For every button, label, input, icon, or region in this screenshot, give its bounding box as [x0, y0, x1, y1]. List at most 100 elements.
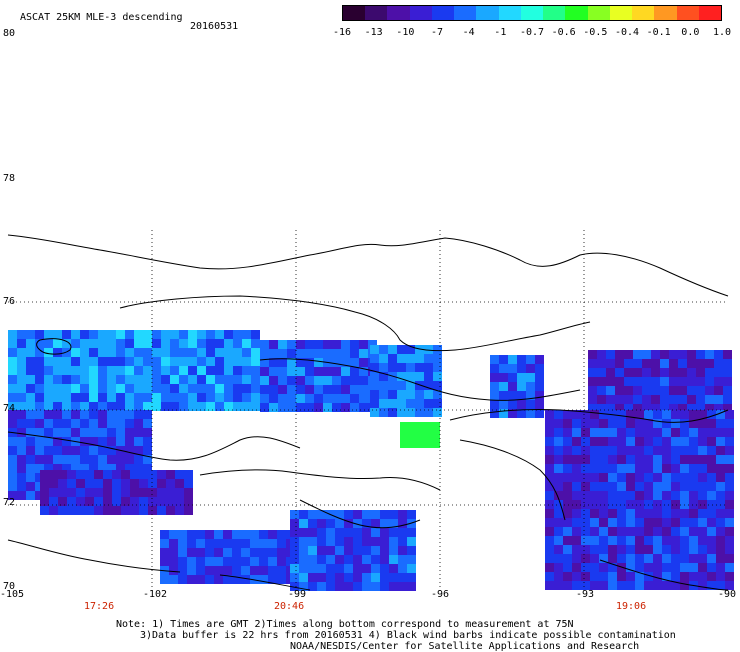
- swath-cell: [716, 482, 725, 491]
- swath-cell: [563, 482, 572, 491]
- swath-cell: [53, 446, 62, 455]
- swath-cell: [653, 428, 662, 437]
- swath-cell: [335, 546, 344, 555]
- swath-cell: [143, 402, 152, 411]
- swath-cell: [26, 393, 35, 402]
- swath-cell: [433, 381, 442, 390]
- swath-cell: [197, 384, 206, 393]
- swath-cell: [260, 385, 269, 394]
- swath-cell: [214, 548, 223, 557]
- swath-cell: [196, 557, 205, 566]
- swath-cell: [94, 479, 103, 488]
- colorbar-label: -1: [494, 27, 507, 38]
- swath-cell: [107, 339, 116, 348]
- swath-cell: [290, 528, 299, 537]
- swath-cell: [545, 473, 554, 482]
- swath-cell: [269, 394, 278, 403]
- swath-cell: [290, 546, 299, 555]
- swath-cell: [407, 573, 416, 582]
- swath-cell: [723, 377, 732, 386]
- swath-cell: [107, 384, 116, 393]
- swath-cell: [572, 581, 581, 590]
- colorbar-label: -4: [462, 27, 475, 38]
- swath-cell: [341, 349, 350, 358]
- swath-cell: [599, 455, 608, 464]
- swath-cell: [188, 375, 197, 384]
- swath-cell: [53, 366, 62, 375]
- swath-cell: [107, 437, 116, 446]
- swath-cell: [615, 377, 624, 386]
- swath-cell: [635, 527, 644, 536]
- swath-cell: [698, 527, 707, 536]
- swath-cell: [644, 545, 653, 554]
- swath-cell: [206, 402, 215, 411]
- swath-cell: [296, 340, 305, 349]
- swath-cell: [535, 355, 544, 364]
- swath-cell: [716, 410, 725, 419]
- swath-cell: [148, 506, 157, 515]
- swath-cell: [116, 384, 125, 393]
- swath-cell: [44, 464, 53, 473]
- note-line-1: Note: 1) Times are GMT 2)Times along bot…: [116, 619, 574, 630]
- swath-cell: [362, 555, 371, 564]
- swath-cell: [107, 366, 116, 375]
- swath-cell: [617, 536, 626, 545]
- swath-cell: [362, 519, 371, 528]
- swath-cell: [232, 530, 241, 539]
- swath-cell: [71, 402, 80, 411]
- swath-cell: [134, 348, 143, 357]
- swath-cell: [323, 385, 332, 394]
- swath-cell: [662, 455, 671, 464]
- swath-cell: [268, 530, 277, 539]
- swath-cell: [53, 357, 62, 366]
- swath-cell: [716, 572, 725, 581]
- swath-cell: [563, 545, 572, 554]
- swath-cell: [197, 357, 206, 366]
- swath-cell: [617, 464, 626, 473]
- swath-cell: [545, 410, 554, 419]
- swath-cell: [359, 376, 368, 385]
- swath-cell: [626, 545, 635, 554]
- swath-cell: [233, 402, 242, 411]
- swath-cell: [671, 545, 680, 554]
- swath-cell: [287, 376, 296, 385]
- swath-cell: [716, 518, 725, 527]
- swath-cell: [545, 428, 554, 437]
- swath-cell: [725, 554, 734, 563]
- swath-cell: [26, 491, 35, 500]
- swath-cell: [572, 563, 581, 572]
- swath-cell: [152, 339, 161, 348]
- swath-cell: [597, 404, 606, 413]
- swath-cell: [380, 546, 389, 555]
- swath-cell: [71, 375, 80, 384]
- lat-label-80: 80: [3, 28, 16, 39]
- swath-cell: [80, 437, 89, 446]
- swath-cell: [335, 528, 344, 537]
- swath-cell: [581, 464, 590, 473]
- swath-cell: [341, 340, 350, 349]
- swath-cell: [508, 400, 517, 409]
- swath-cell: [642, 386, 651, 395]
- swath-cell: [705, 377, 714, 386]
- swath-cell: [671, 464, 680, 473]
- swath-cell: [161, 357, 170, 366]
- swath-cell: [545, 527, 554, 536]
- swath-cell: [260, 367, 269, 376]
- swath-cell: [94, 497, 103, 506]
- swath-cell: [424, 372, 433, 381]
- swath-cell: [407, 537, 416, 546]
- swath-cell: [716, 581, 725, 590]
- swath-cell: [8, 455, 17, 464]
- swath-cell: [314, 358, 323, 367]
- swath-cell: [17, 410, 26, 419]
- swath-cell: [116, 402, 125, 411]
- swath-cell: [58, 479, 67, 488]
- swath-cell: [278, 367, 287, 376]
- swath-cell: [197, 393, 206, 402]
- swath-cell: [134, 375, 143, 384]
- swath-cell: [242, 366, 251, 375]
- swath-cell: [526, 355, 535, 364]
- swath-cell: [714, 377, 723, 386]
- swath-cell: [62, 402, 71, 411]
- swath-cell: [705, 350, 714, 359]
